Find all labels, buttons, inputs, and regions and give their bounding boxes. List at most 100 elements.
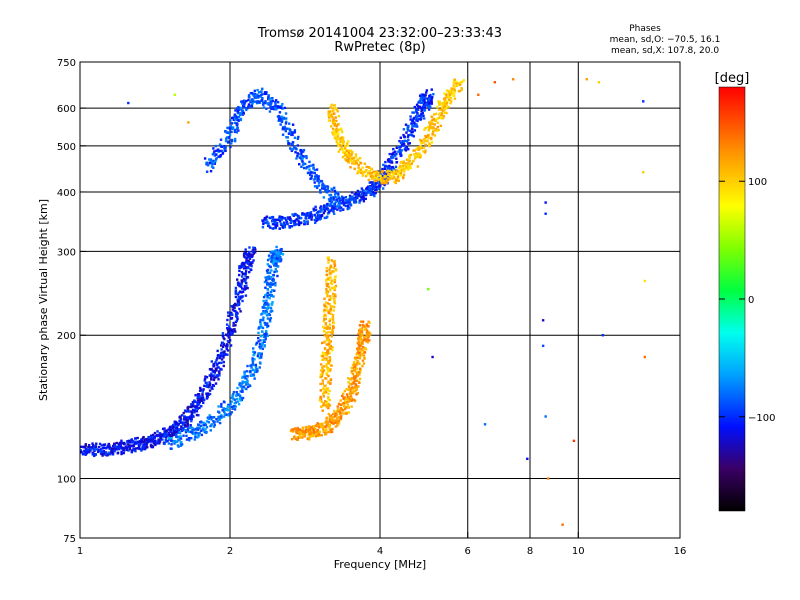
- trace-point: [177, 429, 180, 433]
- trace-point: [322, 185, 325, 189]
- trace-point: [298, 432, 301, 436]
- trace-point: [274, 259, 277, 263]
- trace-point: [272, 283, 275, 286]
- trace-point: [353, 375, 356, 378]
- trace-point: [438, 100, 442, 104]
- trace-point: [385, 179, 388, 182]
- trace-point: [297, 214, 300, 218]
- trace-point: [356, 361, 359, 365]
- trace-point: [196, 397, 199, 400]
- trace-point: [153, 439, 157, 442]
- trace-point: [280, 258, 283, 261]
- trace-point: [360, 192, 364, 196]
- trace-point: [212, 364, 215, 367]
- trace-point: [336, 110, 339, 113]
- trace-point: [116, 451, 120, 455]
- trace-point: [331, 318, 335, 321]
- trace-point: [240, 263, 244, 266]
- trace-point: [372, 181, 375, 185]
- trace-point: [242, 111, 245, 115]
- trace-point: [355, 374, 358, 378]
- trace-point: [236, 298, 239, 302]
- trace-point: [334, 414, 337, 418]
- trace-point: [337, 150, 340, 153]
- trace-point: [197, 433, 200, 436]
- trace-point: [302, 166, 306, 170]
- trace-point: [240, 398, 244, 402]
- trace-point: [226, 140, 230, 143]
- trace-point: [377, 171, 380, 175]
- trace-point: [227, 314, 230, 317]
- trace-point: [276, 265, 280, 268]
- trace-point: [372, 170, 375, 174]
- trace-point: [365, 329, 369, 332]
- trace-point: [360, 330, 363, 333]
- trace-point: [308, 432, 312, 435]
- trace-point: [346, 207, 349, 211]
- trace-point: [328, 199, 331, 203]
- trace-point: [326, 349, 330, 352]
- trace-point: [358, 354, 361, 358]
- scatter-point: [477, 93, 480, 96]
- trace-point: [295, 157, 298, 160]
- trace-point: [392, 167, 396, 171]
- trace-point: [177, 428, 180, 431]
- scatter-point: [483, 423, 487, 426]
- trace-point: [201, 390, 204, 393]
- trace-point: [262, 295, 266, 299]
- trace-point: [243, 272, 247, 275]
- trace-point: [347, 149, 350, 152]
- trace-point: [220, 368, 223, 371]
- trace-point: [345, 388, 348, 391]
- trace-point: [420, 101, 423, 105]
- trace-point: [238, 290, 242, 293]
- trace-point: [233, 408, 237, 411]
- trace-point: [149, 439, 152, 443]
- trace-point: [274, 249, 277, 253]
- trace-point: [325, 335, 328, 339]
- trace-point: [245, 108, 248, 112]
- trace-point: [369, 175, 372, 178]
- trace-point: [317, 175, 320, 178]
- trace-point: [324, 388, 328, 392]
- trace-point: [247, 95, 251, 99]
- trace-point: [205, 383, 209, 387]
- trace-point: [130, 438, 133, 441]
- trace-point: [386, 171, 390, 175]
- trace-point: [240, 111, 243, 115]
- trace-point: [329, 198, 332, 201]
- trace-point: [243, 252, 246, 256]
- trace-point: [141, 447, 144, 451]
- trace-point: [351, 363, 355, 367]
- trace-point: [339, 403, 342, 407]
- trace-point: [247, 262, 250, 265]
- trace-point: [185, 418, 188, 422]
- trace-point: [294, 219, 297, 222]
- trace-point: [253, 377, 256, 380]
- trace-point: [415, 123, 418, 126]
- trace-point: [264, 221, 267, 224]
- trace-point: [331, 270, 334, 273]
- trace-point: [433, 134, 437, 137]
- trace-point: [194, 435, 197, 439]
- trace-point: [352, 382, 355, 385]
- trace-point: [246, 385, 250, 389]
- trace-point: [362, 349, 365, 352]
- trace-point: [212, 378, 216, 382]
- trace-point: [222, 354, 225, 358]
- trace-point: [342, 151, 345, 154]
- trace-point: [356, 189, 360, 193]
- trace-point: [260, 93, 263, 97]
- trace-point: [329, 196, 333, 200]
- trace-point: [330, 271, 333, 274]
- trace-point: [193, 405, 196, 408]
- trace-point: [304, 428, 308, 432]
- trace-point: [334, 137, 337, 141]
- trace-point: [278, 111, 282, 114]
- trace-point: [216, 148, 220, 151]
- trace-point: [198, 406, 201, 410]
- trace-point: [153, 436, 156, 439]
- trace-point: [134, 449, 137, 453]
- trace-point: [312, 428, 315, 432]
- trace-point: [219, 138, 223, 141]
